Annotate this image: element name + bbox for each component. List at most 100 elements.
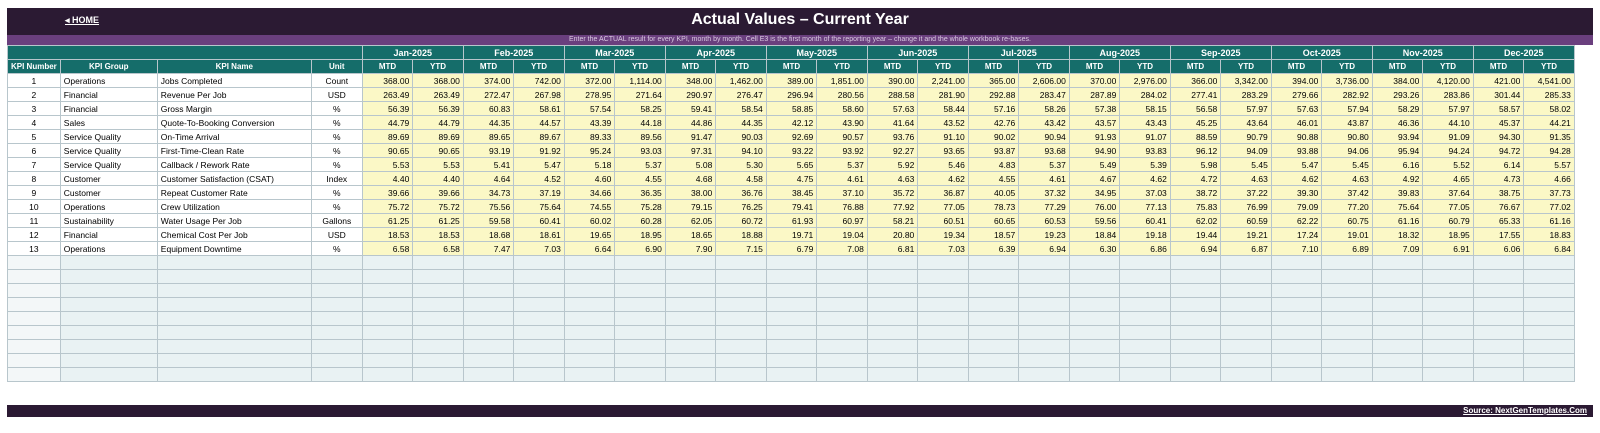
empty-cell[interactable] xyxy=(1371,325,1424,340)
ytd-value-cell[interactable]: 44.21 xyxy=(1523,115,1575,130)
ytd-value-cell[interactable]: 4.66 xyxy=(1523,171,1575,186)
mtd-value-cell[interactable]: 278.95 xyxy=(563,87,616,102)
empty-cell[interactable] xyxy=(967,255,1020,270)
empty-cell[interactable] xyxy=(1523,297,1575,312)
ytd-value-cell[interactable]: 61.25 xyxy=(412,213,464,228)
mtd-value-cell[interactable]: 89.65 xyxy=(462,129,515,144)
ytd-value-cell[interactable]: 1,462.00 xyxy=(715,73,767,88)
ytd-value-cell[interactable]: 94.10 xyxy=(715,143,767,158)
mtd-value-cell[interactable]: 4.68 xyxy=(664,171,717,186)
empty-cell[interactable] xyxy=(1220,325,1272,340)
empty-cell[interactable] xyxy=(1119,339,1171,354)
empty-cell[interactable] xyxy=(866,283,919,298)
ytd-value-cell[interactable]: 43.52 xyxy=(917,115,969,130)
empty-cell[interactable] xyxy=(1472,339,1525,354)
ytd-value-cell[interactable]: 58.60 xyxy=(816,101,868,116)
empty-cell[interactable] xyxy=(917,325,969,340)
source-link[interactable]: Source: NextGenTemplates.Com xyxy=(1463,406,1587,415)
ytd-value-cell[interactable]: 58.54 xyxy=(715,101,767,116)
ytd-value-cell[interactable]: 37.22 xyxy=(1220,185,1272,200)
mtd-value-cell[interactable]: 58.85 xyxy=(765,101,818,116)
mtd-value-cell[interactable]: 19.71 xyxy=(765,227,818,242)
empty-cell[interactable] xyxy=(462,339,515,354)
empty-cell[interactable] xyxy=(614,353,666,368)
ytd-value-cell[interactable]: 37.42 xyxy=(1321,185,1373,200)
ytd-value-cell[interactable]: 4.63 xyxy=(1321,171,1373,186)
mtd-value-cell[interactable]: 90.88 xyxy=(1270,129,1323,144)
empty-cell[interactable] xyxy=(1321,325,1373,340)
ytd-value-cell[interactable]: 6.87 xyxy=(1220,241,1272,256)
empty-cell[interactable] xyxy=(816,255,868,270)
ytd-value-cell[interactable]: 5.46 xyxy=(917,157,969,172)
ytd-value-cell[interactable]: 90.94 xyxy=(1018,129,1070,144)
mtd-value-cell[interactable]: 4.64 xyxy=(462,171,515,186)
mtd-value-cell[interactable]: 39.66 xyxy=(361,185,414,200)
ytd-value-cell[interactable]: 7.15 xyxy=(715,241,767,256)
ytd-value-cell[interactable]: 285.33 xyxy=(1523,87,1575,102)
mtd-value-cell[interactable]: 394.00 xyxy=(1270,73,1323,88)
ytd-value-cell[interactable]: 5.53 xyxy=(412,157,464,172)
mtd-value-cell[interactable]: 18.68 xyxy=(462,227,515,242)
mtd-value-cell[interactable]: 5.08 xyxy=(664,157,717,172)
ytd-value-cell[interactable]: 263.49 xyxy=(412,87,464,102)
empty-cell[interactable] xyxy=(1472,353,1525,368)
ytd-value-cell[interactable]: 1,851.00 xyxy=(816,73,868,88)
empty-cell[interactable] xyxy=(967,283,1020,298)
mtd-value-cell[interactable]: 89.33 xyxy=(563,129,616,144)
mtd-value-cell[interactable]: 290.97 xyxy=(664,87,717,102)
empty-cell[interactable] xyxy=(412,325,464,340)
ytd-value-cell[interactable]: 58.26 xyxy=(1018,101,1070,116)
empty-cell[interactable] xyxy=(765,353,818,368)
empty-cell[interactable] xyxy=(765,325,818,340)
empty-cell[interactable] xyxy=(563,297,616,312)
empty-cell[interactable] xyxy=(967,269,1020,284)
ytd-value-cell[interactable]: 5.37 xyxy=(1018,157,1070,172)
ytd-value-cell[interactable]: 36.87 xyxy=(917,185,969,200)
empty-cell[interactable] xyxy=(361,269,414,284)
mtd-value-cell[interactable]: 421.00 xyxy=(1472,73,1525,88)
mtd-value-cell[interactable]: 58.57 xyxy=(1472,101,1525,116)
empty-cell[interactable] xyxy=(765,311,818,326)
ytd-value-cell[interactable]: 18.83 xyxy=(1523,227,1575,242)
empty-cell[interactable] xyxy=(1220,283,1272,298)
ytd-value-cell[interactable]: 281.90 xyxy=(917,87,969,102)
mtd-value-cell[interactable]: 59.41 xyxy=(664,101,717,116)
mtd-value-cell[interactable]: 7.47 xyxy=(462,241,515,256)
empty-cell[interactable] xyxy=(1068,283,1121,298)
mtd-value-cell[interactable]: 34.66 xyxy=(563,185,616,200)
ytd-value-cell[interactable]: 19.21 xyxy=(1220,227,1272,242)
empty-cell[interactable] xyxy=(1422,367,1474,382)
ytd-value-cell[interactable]: 94.24 xyxy=(1422,143,1474,158)
mtd-value-cell[interactable]: 88.59 xyxy=(1169,129,1222,144)
ytd-value-cell[interactable]: 6.94 xyxy=(1018,241,1070,256)
ytd-value-cell[interactable]: 91.09 xyxy=(1422,129,1474,144)
mtd-value-cell[interactable]: 296.94 xyxy=(765,87,818,102)
mtd-value-cell[interactable]: 93.94 xyxy=(1371,129,1424,144)
empty-cell[interactable] xyxy=(614,255,666,270)
empty-cell[interactable] xyxy=(765,367,818,382)
ytd-value-cell[interactable]: 39.66 xyxy=(412,185,464,200)
ytd-value-cell[interactable]: 56.39 xyxy=(412,101,464,116)
empty-cell[interactable] xyxy=(412,283,464,298)
ytd-value-cell[interactable]: 4.61 xyxy=(1018,171,1070,186)
empty-cell[interactable] xyxy=(917,255,969,270)
ytd-value-cell[interactable]: 60.28 xyxy=(614,213,666,228)
mtd-value-cell[interactable]: 75.83 xyxy=(1169,199,1222,214)
empty-cell[interactable] xyxy=(1472,367,1525,382)
ytd-value-cell[interactable]: 283.29 xyxy=(1220,87,1272,102)
empty-cell[interactable] xyxy=(1169,353,1222,368)
empty-cell[interactable] xyxy=(614,367,666,382)
mtd-value-cell[interactable]: 45.37 xyxy=(1472,115,1525,130)
empty-cell[interactable] xyxy=(563,325,616,340)
empty-cell[interactable] xyxy=(816,325,868,340)
empty-cell[interactable] xyxy=(1422,255,1474,270)
ytd-value-cell[interactable]: 4,120.00 xyxy=(1422,73,1474,88)
empty-cell[interactable] xyxy=(1422,339,1474,354)
mtd-value-cell[interactable]: 38.00 xyxy=(664,185,717,200)
mtd-value-cell[interactable]: 18.53 xyxy=(361,227,414,242)
empty-cell[interactable] xyxy=(917,297,969,312)
empty-cell[interactable] xyxy=(1169,325,1222,340)
ytd-value-cell[interactable]: 742.00 xyxy=(513,73,565,88)
empty-cell[interactable] xyxy=(866,269,919,284)
ytd-value-cell[interactable]: 57.94 xyxy=(1321,101,1373,116)
